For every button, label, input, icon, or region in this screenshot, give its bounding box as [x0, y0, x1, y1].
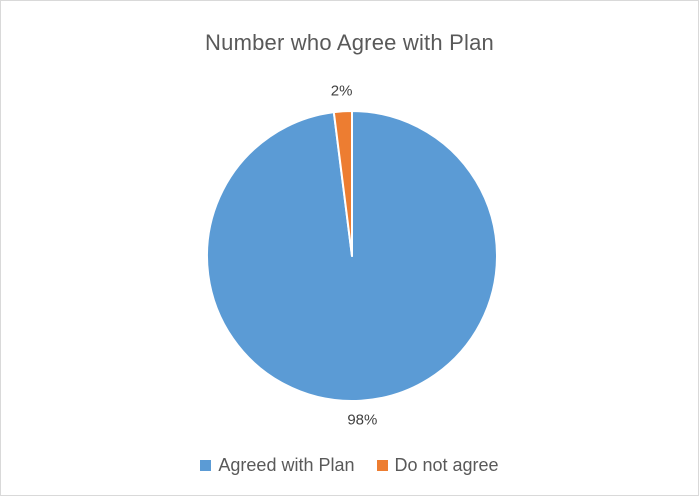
legend: Agreed with Plan Do not agree: [0, 455, 699, 476]
legend-swatch-agreed: [200, 460, 212, 471]
legend-label-agreed: Agreed with Plan: [218, 455, 355, 475]
chart-title: Number who Agree with Plan: [205, 30, 494, 55]
data-label-do-not-agree: 2%: [331, 82, 353, 99]
legend-item-agreed: Agreed with Plan: [200, 455, 355, 476]
legend-item-do-not-agree: Do not agree: [376, 455, 499, 476]
pie-slice-do-not-agree: [332, 110, 353, 257]
legend-swatch-do-not-agree: [376, 460, 388, 471]
legend-label-do-not-agree: Do not agree: [394, 455, 499, 475]
data-label-agreed-with-plan: 98%: [347, 412, 377, 429]
